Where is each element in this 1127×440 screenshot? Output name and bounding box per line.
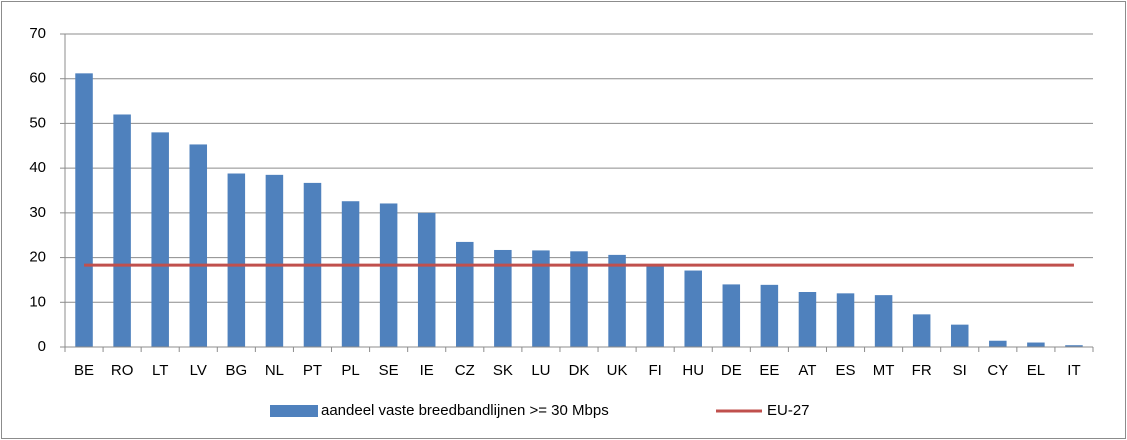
- bar: [570, 251, 588, 347]
- x-tick-label: SI: [953, 362, 967, 379]
- x-tick-label: SK: [493, 362, 513, 379]
- bar: [113, 114, 131, 347]
- x-tick-label: AT: [798, 362, 816, 379]
- x-tick-label: DK: [569, 362, 590, 379]
- y-tick-label: 40: [29, 159, 46, 176]
- bar: [379, 203, 398, 347]
- y-tick-label: 10: [29, 293, 46, 310]
- bar: [189, 144, 208, 347]
- x-tick-label: BE: [74, 362, 94, 379]
- bar: [265, 174, 284, 347]
- x-tick-label: PL: [341, 362, 359, 379]
- legend-swatch: [270, 405, 318, 417]
- y-tick-label: 60: [29, 70, 46, 87]
- x-tick-label: FR: [912, 362, 932, 379]
- bar: [532, 250, 550, 347]
- legend-label: aandeel vaste breedbandlijnen >= 30 Mbps: [321, 402, 609, 419]
- x-tick-label: EL: [1027, 362, 1045, 379]
- y-tick-label: 20: [29, 249, 46, 266]
- x-tick-label: FI: [648, 362, 661, 379]
- x-tick-label: IE: [420, 362, 434, 379]
- x-tick-label: ES: [836, 362, 856, 379]
- y-tick-label: 50: [29, 114, 46, 131]
- x-tick-label: BG: [225, 362, 247, 379]
- bar: [417, 212, 436, 347]
- x-tick-label: LT: [152, 362, 168, 379]
- x-tick-label: IT: [1067, 362, 1080, 379]
- bar: [646, 265, 664, 347]
- bar: [151, 132, 169, 347]
- y-tick-label: 0: [38, 338, 46, 355]
- x-tick-label: LV: [190, 362, 207, 379]
- bar: [494, 249, 512, 347]
- x-tick-label: UK: [607, 362, 628, 379]
- x-tick-label: MT: [873, 362, 895, 379]
- bar: [608, 254, 626, 347]
- legend-label: EU-27: [767, 402, 810, 419]
- y-tick-label: 30: [29, 204, 46, 221]
- x-tick-label: RO: [111, 362, 134, 379]
- bar: [989, 340, 1007, 347]
- bar: [227, 173, 246, 347]
- x-tick-label: PT: [303, 362, 322, 379]
- x-tick-label: EE: [759, 362, 779, 379]
- x-tick-label: CY: [987, 362, 1008, 379]
- x-tick-label: SE: [379, 362, 399, 379]
- x-tick-label: HU: [682, 362, 704, 379]
- bar: [75, 73, 93, 347]
- bar: [456, 241, 474, 347]
- bar: [798, 292, 817, 347]
- bar: [684, 270, 702, 347]
- bar: [1027, 342, 1045, 347]
- bar: [836, 293, 855, 347]
- bar: [912, 314, 931, 347]
- bar: [722, 284, 741, 347]
- bar: [341, 201, 360, 347]
- y-tick-label: 70: [29, 25, 46, 42]
- x-tick-label: NL: [265, 362, 284, 379]
- bar: [950, 324, 969, 347]
- x-tick-label: LU: [531, 362, 550, 379]
- bar: [760, 284, 779, 347]
- x-tick-label: DE: [721, 362, 742, 379]
- bar: [874, 295, 893, 347]
- x-tick-label: CZ: [455, 362, 475, 379]
- bar: [1065, 345, 1083, 347]
